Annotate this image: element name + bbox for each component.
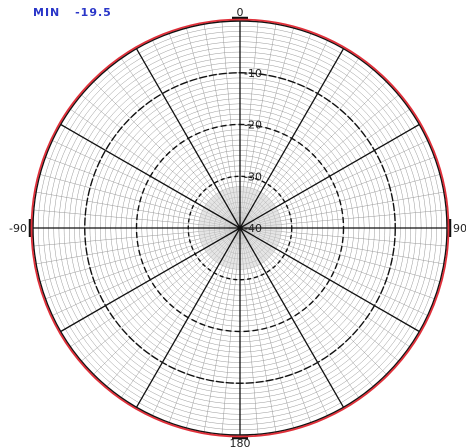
- radial-tick-label: -10: [244, 67, 262, 80]
- angle-spokes: [28, 16, 452, 440]
- angle-label-0: 0: [237, 6, 244, 19]
- major-spoke: [135, 48, 241, 229]
- major-spoke: [60, 227, 241, 333]
- major-spoke: [60, 123, 241, 229]
- angle-label-90: 90: [453, 222, 466, 235]
- radial-tick-label: -20: [244, 119, 262, 132]
- major-spoke: [239, 48, 345, 229]
- radial-tick-labels: -10 -20 -30 -40: [244, 67, 262, 235]
- major-spoke: [135, 227, 241, 408]
- major-spoke: [239, 227, 345, 408]
- major-spoke: [239, 123, 420, 229]
- min-value: -19.5: [75, 6, 112, 19]
- min-label: MIN: [33, 6, 61, 19]
- major-spoke: [239, 227, 420, 333]
- angle-label-180: 180: [230, 437, 251, 448]
- min-readout: MIN -19.5: [33, 6, 122, 19]
- angle-label-minus-90: -90: [9, 222, 27, 235]
- radial-tick-label: -30: [244, 170, 262, 183]
- pattern-trace: [30, 18, 450, 438]
- radiation-pattern: [30, 18, 450, 438]
- radial-tick-label: -40: [244, 222, 262, 235]
